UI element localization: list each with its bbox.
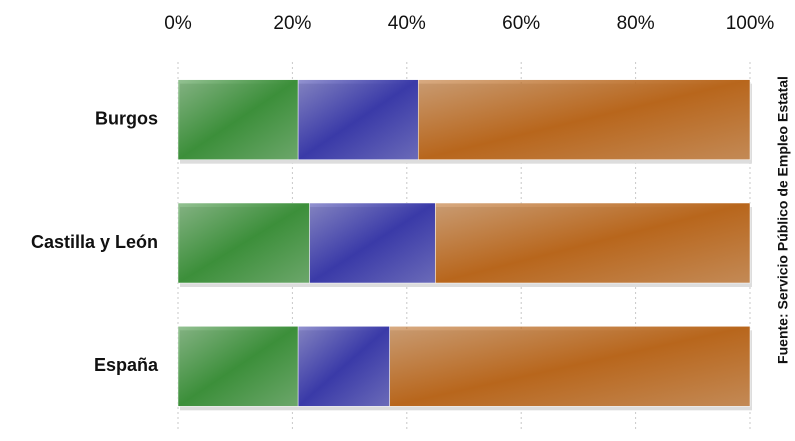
- bar-segment: [417, 79, 751, 160]
- x-tick-label: 60%: [502, 13, 540, 34]
- y-tick-label: Castilla y León: [31, 232, 158, 252]
- y-tick-label: Burgos: [95, 108, 158, 128]
- bar-segment: [389, 326, 751, 407]
- bar-segment: [297, 79, 419, 160]
- bar-segment: [435, 202, 751, 284]
- bar-segment: [177, 79, 299, 160]
- x-tick-label: 0%: [164, 13, 192, 34]
- x-tick-label: 40%: [388, 13, 426, 34]
- source-note: Fuente: Servicio Público de Empleo Estat…: [775, 76, 791, 364]
- x-tick-label: 20%: [273, 13, 311, 34]
- bar-segment: [297, 326, 390, 407]
- x-tick-label: 80%: [617, 13, 655, 34]
- bar-segment: [309, 202, 436, 284]
- x-tick-label: 100%: [726, 13, 775, 34]
- bar-segment: [177, 202, 310, 284]
- bar-segment: [177, 326, 299, 407]
- y-tick-label: España: [94, 355, 159, 375]
